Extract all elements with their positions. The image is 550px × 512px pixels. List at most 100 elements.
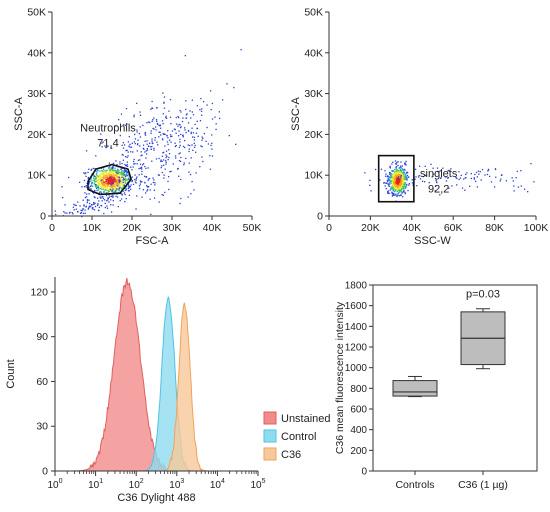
data-point [100,178,102,180]
data-point [193,142,195,144]
data-point [102,182,104,184]
data-point [207,143,210,145]
data-point [125,165,128,167]
data-point [94,181,96,183]
data-point [139,126,141,128]
data-point [115,172,118,174]
data-point [402,177,405,179]
data-point [170,136,172,138]
data-point [97,209,100,212]
data-point [90,178,92,181]
data-point [397,174,400,176]
data-point [110,185,112,188]
data-point [108,162,111,164]
x-tick-base: 10 [88,480,100,491]
data-point [391,177,394,179]
data-point [68,176,70,179]
data-point [141,170,143,173]
y-tick-label: 1000 [345,363,368,374]
data-point [390,180,392,182]
data-point [115,187,117,189]
data-point [160,160,162,163]
data-point [66,212,68,214]
data-point [117,185,119,188]
data-point [110,169,112,171]
p-value-annotation: p=0.03 [466,288,500,300]
data-point [135,182,137,184]
data-point [99,183,101,186]
data-point [98,187,100,189]
data-point [162,92,164,94]
data-point [113,188,115,190]
data-point [179,138,181,140]
data-point [132,160,135,163]
data-point [210,108,212,111]
data-point [119,173,121,176]
data-point [103,168,105,171]
data-point [124,181,126,183]
data-point [226,83,228,85]
data-point [115,190,117,192]
data-point [124,179,126,181]
data-point [88,199,90,201]
data-point [146,190,148,192]
data-point [101,187,103,189]
data-point [405,183,407,185]
data-point [105,173,107,176]
data-point [120,180,122,182]
data-point [398,180,400,183]
data-point [122,184,124,186]
data-point [415,176,417,178]
data-point [100,133,102,135]
data-point [126,156,128,158]
data-point [125,164,127,167]
data-point [116,196,119,198]
data-point [405,176,408,178]
data-point [488,175,491,178]
data-point [81,210,83,212]
data-point [209,168,212,170]
data-point [405,172,408,174]
data-point [404,182,407,184]
x-axis-label: SSC-W [414,235,451,247]
data-point [125,198,127,200]
x-tick-label: 0 [49,222,55,234]
data-point [82,208,84,211]
data-point [106,177,109,179]
data-point [105,191,108,194]
data-point [158,201,160,203]
data-point [400,172,402,174]
data-point [120,183,122,185]
data-point [505,180,508,182]
data-point [186,113,188,115]
data-point [117,185,119,187]
data-point [393,181,395,183]
data-point [145,157,147,159]
data-point [392,190,395,192]
data-point [105,146,107,149]
data-point [140,167,142,169]
data-point [122,180,124,182]
data-point [126,181,128,183]
data-point [395,172,397,175]
data-point [125,188,127,190]
data-point [144,131,147,134]
data-point [392,186,394,189]
data-point [101,185,104,187]
data-point [112,173,114,175]
data-point [105,179,107,181]
data-point [395,163,397,165]
data-point [385,187,387,190]
y-tick-label: 50K [27,7,46,19]
data-point [138,174,140,176]
data-point [126,163,128,166]
data-point [201,139,203,141]
data-point [134,162,136,165]
data-point [97,179,99,181]
data-point [109,182,112,184]
x-tick-exponent: 3 [180,478,184,485]
data-point [164,145,166,147]
data-point [406,177,408,179]
data-point [400,185,402,187]
data-point [392,184,394,186]
